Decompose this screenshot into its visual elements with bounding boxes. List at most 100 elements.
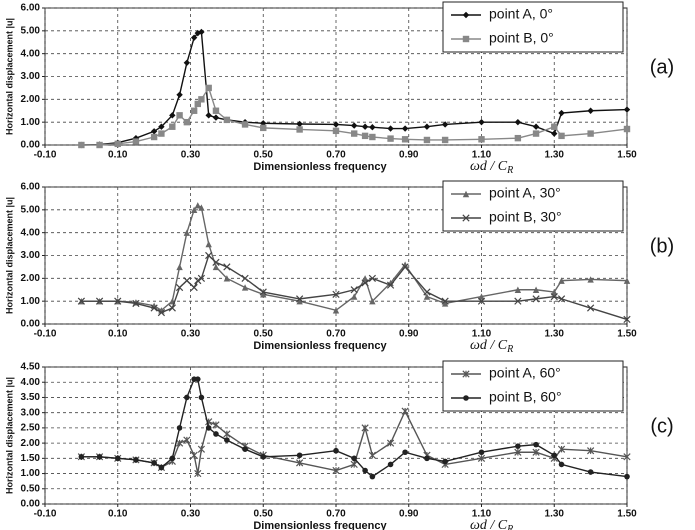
marker	[175, 283, 184, 292]
x-tick-label: 0.90	[399, 329, 419, 340]
marker	[441, 121, 449, 128]
marker	[260, 291, 267, 298]
marker	[183, 59, 191, 66]
marker	[212, 107, 220, 114]
marker	[387, 461, 394, 468]
marker	[550, 292, 558, 301]
marker	[197, 445, 206, 453]
marker	[96, 454, 103, 460]
marker	[361, 275, 369, 282]
marker	[223, 263, 231, 271]
marker	[515, 443, 521, 449]
marker	[361, 132, 369, 140]
y-tick-label: 2.00	[21, 273, 41, 284]
y-tick-label: 5.00	[21, 25, 41, 36]
marker	[369, 133, 376, 141]
marker	[296, 452, 303, 459]
marker	[361, 424, 369, 432]
formula-main: ωd / C	[470, 518, 508, 530]
marker	[623, 125, 631, 133]
marker	[183, 436, 191, 444]
marker	[386, 281, 395, 289]
y-axis-label: Horizontal displacement |u|	[4, 377, 14, 494]
marker	[401, 407, 409, 415]
marker	[514, 448, 522, 456]
marker	[190, 283, 198, 292]
y-axis-label: Horizontal displacement |u|	[4, 197, 14, 314]
marker	[133, 457, 139, 463]
marker	[558, 461, 565, 468]
marker	[205, 84, 212, 92]
marker	[296, 459, 304, 467]
y-tick-label: 1.00	[21, 296, 41, 307]
marker	[176, 263, 183, 271]
marker	[587, 276, 594, 283]
x-tick-label: 0.30	[181, 150, 201, 161]
marker	[478, 118, 485, 126]
legend-label: point A, 30°	[489, 185, 561, 201]
marker	[259, 288, 267, 296]
marker	[205, 240, 212, 248]
marker	[462, 190, 470, 198]
marker	[478, 293, 485, 300]
marker	[197, 274, 206, 282]
x-tick-label: -0.10	[34, 509, 57, 520]
marker	[623, 453, 631, 461]
marker	[198, 28, 205, 36]
marker	[532, 130, 540, 137]
marker	[350, 286, 358, 294]
marker	[369, 297, 376, 305]
marker	[212, 421, 220, 429]
x-axis-formula: ωd / CR	[470, 338, 513, 355]
marker	[242, 446, 248, 453]
marker	[205, 251, 213, 260]
marker	[368, 451, 376, 459]
marker	[224, 437, 230, 443]
marker	[401, 263, 409, 271]
x-tick-label: 0.50	[254, 509, 274, 520]
marker	[260, 124, 267, 132]
marker	[514, 297, 522, 305]
x-tick-label: 0.70	[326, 150, 346, 161]
marker	[198, 394, 205, 401]
marker	[114, 140, 121, 148]
marker	[190, 34, 198, 41]
formula-sub: R	[506, 344, 513, 355]
panel-label: (a)	[650, 56, 674, 78]
marker	[441, 136, 449, 144]
marker	[532, 286, 540, 293]
legend-label: point A, 0°	[489, 6, 553, 22]
x-tick-label: 1.10	[472, 509, 492, 520]
marker	[114, 297, 122, 305]
marker	[477, 454, 486, 462]
y-tick-label: 3.00	[21, 71, 41, 82]
marker	[423, 288, 431, 296]
marker	[551, 130, 558, 137]
marker	[95, 297, 104, 305]
y-tick-label: 0.50	[21, 483, 41, 494]
marker	[532, 123, 540, 130]
marker	[423, 136, 431, 144]
marker	[183, 118, 191, 126]
marker	[190, 451, 198, 459]
marker	[158, 464, 165, 471]
y-tick-label: 2.50	[21, 423, 41, 434]
formula-sub: R	[506, 165, 513, 176]
marker	[77, 297, 85, 305]
marker	[350, 130, 358, 137]
marker	[157, 308, 166, 317]
marker	[514, 134, 522, 142]
y-tick-label: 3.00	[21, 250, 41, 261]
panel-label: (b)	[650, 235, 674, 257]
y-tick-label: 4.00	[21, 48, 41, 59]
marker	[194, 376, 201, 382]
x-tick-label: 1.30	[545, 329, 565, 340]
marker	[462, 11, 470, 19]
legend-box	[442, 360, 624, 412]
marker	[176, 91, 183, 98]
marker	[551, 288, 558, 296]
marker	[223, 275, 231, 282]
marker	[402, 449, 408, 456]
marker	[176, 425, 183, 431]
marker	[241, 274, 249, 282]
